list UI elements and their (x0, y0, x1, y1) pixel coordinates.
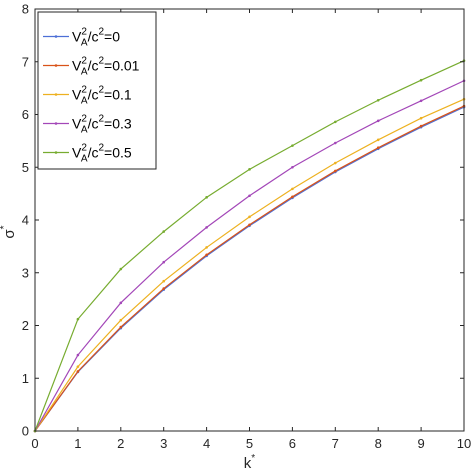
y-tick-label: 8 (22, 2, 29, 17)
data-point (162, 287, 165, 290)
x-tick-label: 7 (332, 436, 339, 451)
data-point (376, 98, 380, 102)
y-tick-label: 6 (22, 107, 29, 122)
data-point (291, 144, 294, 147)
data-point (205, 253, 208, 257)
y-tick-label: 0 (22, 424, 29, 439)
legend-label: V2 A/c2=0 (72, 27, 120, 49)
y-tick-label: 7 (22, 54, 29, 69)
legend-label: V2 A/c2=0.1 (72, 85, 132, 107)
x-tick-label: 1 (74, 436, 81, 451)
data-point (76, 365, 80, 368)
data-point (376, 119, 380, 123)
y-tick-label: 3 (22, 265, 29, 280)
legend: V2 A/c2=0 V2 A/c2=0.01 V2 A/c2=0.1 V2 A/c2=0.3 V… (37, 11, 157, 170)
x-tick-label: 5 (246, 436, 253, 451)
legend-label: V2 A/c2=0.01 (72, 56, 140, 78)
data-point (76, 353, 80, 357)
x-tick-label: 9 (417, 436, 424, 451)
data-point (291, 187, 294, 191)
data-point (119, 325, 123, 329)
data-point (76, 370, 80, 373)
legend-marker (54, 93, 58, 96)
data-point (291, 165, 294, 169)
data-point (419, 99, 423, 103)
y-tick-label: 4 (22, 213, 29, 228)
x-tick-label: 8 (375, 436, 382, 451)
data-point (162, 260, 165, 264)
data-point (162, 279, 165, 283)
legend-marker (54, 64, 58, 67)
x-axis-label: k* (244, 453, 256, 472)
data-point (334, 161, 337, 165)
data-point (248, 168, 251, 171)
data-point (119, 267, 123, 271)
legend-marker (54, 35, 58, 38)
tick-layer: 0 1 2 3 4 5 6 7 8 9 10 0 1 2 3 4 5 6 7 8 (22, 2, 471, 452)
y-tick-label: 2 (22, 318, 29, 333)
legend-label: V2 A/c2=0.5 (72, 143, 132, 165)
data-point (248, 223, 251, 227)
data-point (205, 196, 208, 199)
x-tick-label: 6 (289, 436, 296, 451)
data-point (119, 301, 123, 305)
data-point (205, 246, 208, 249)
data-point (119, 318, 123, 322)
data-point (248, 215, 251, 219)
data-point (419, 124, 423, 128)
data-point (334, 141, 337, 145)
data-point (248, 194, 251, 198)
legend-marker (54, 151, 58, 154)
legend-box (37, 11, 157, 170)
x-tick-label: 0 (31, 436, 38, 451)
x-tick-label: 10 (457, 436, 471, 451)
data-point (419, 78, 423, 82)
data-point (334, 169, 337, 173)
y-tick-label: 1 (22, 371, 29, 386)
series-layer (33, 59, 466, 433)
data-point (291, 195, 294, 199)
data-point (162, 230, 165, 233)
data-point (76, 317, 80, 321)
data-point (205, 226, 208, 229)
legend-label: V2 A/c2=0.3 (72, 114, 132, 136)
data-point (376, 138, 380, 142)
x-tick-label: 3 (160, 436, 167, 451)
legend-marker (54, 122, 58, 125)
data-point (334, 120, 337, 124)
y-axis-label: σ* (0, 225, 18, 238)
x-tick-label: 4 (203, 436, 210, 451)
y-tick-label: 5 (22, 160, 29, 175)
x-tick-label: 2 (117, 436, 124, 451)
data-point (419, 116, 423, 120)
data-point (376, 146, 380, 150)
